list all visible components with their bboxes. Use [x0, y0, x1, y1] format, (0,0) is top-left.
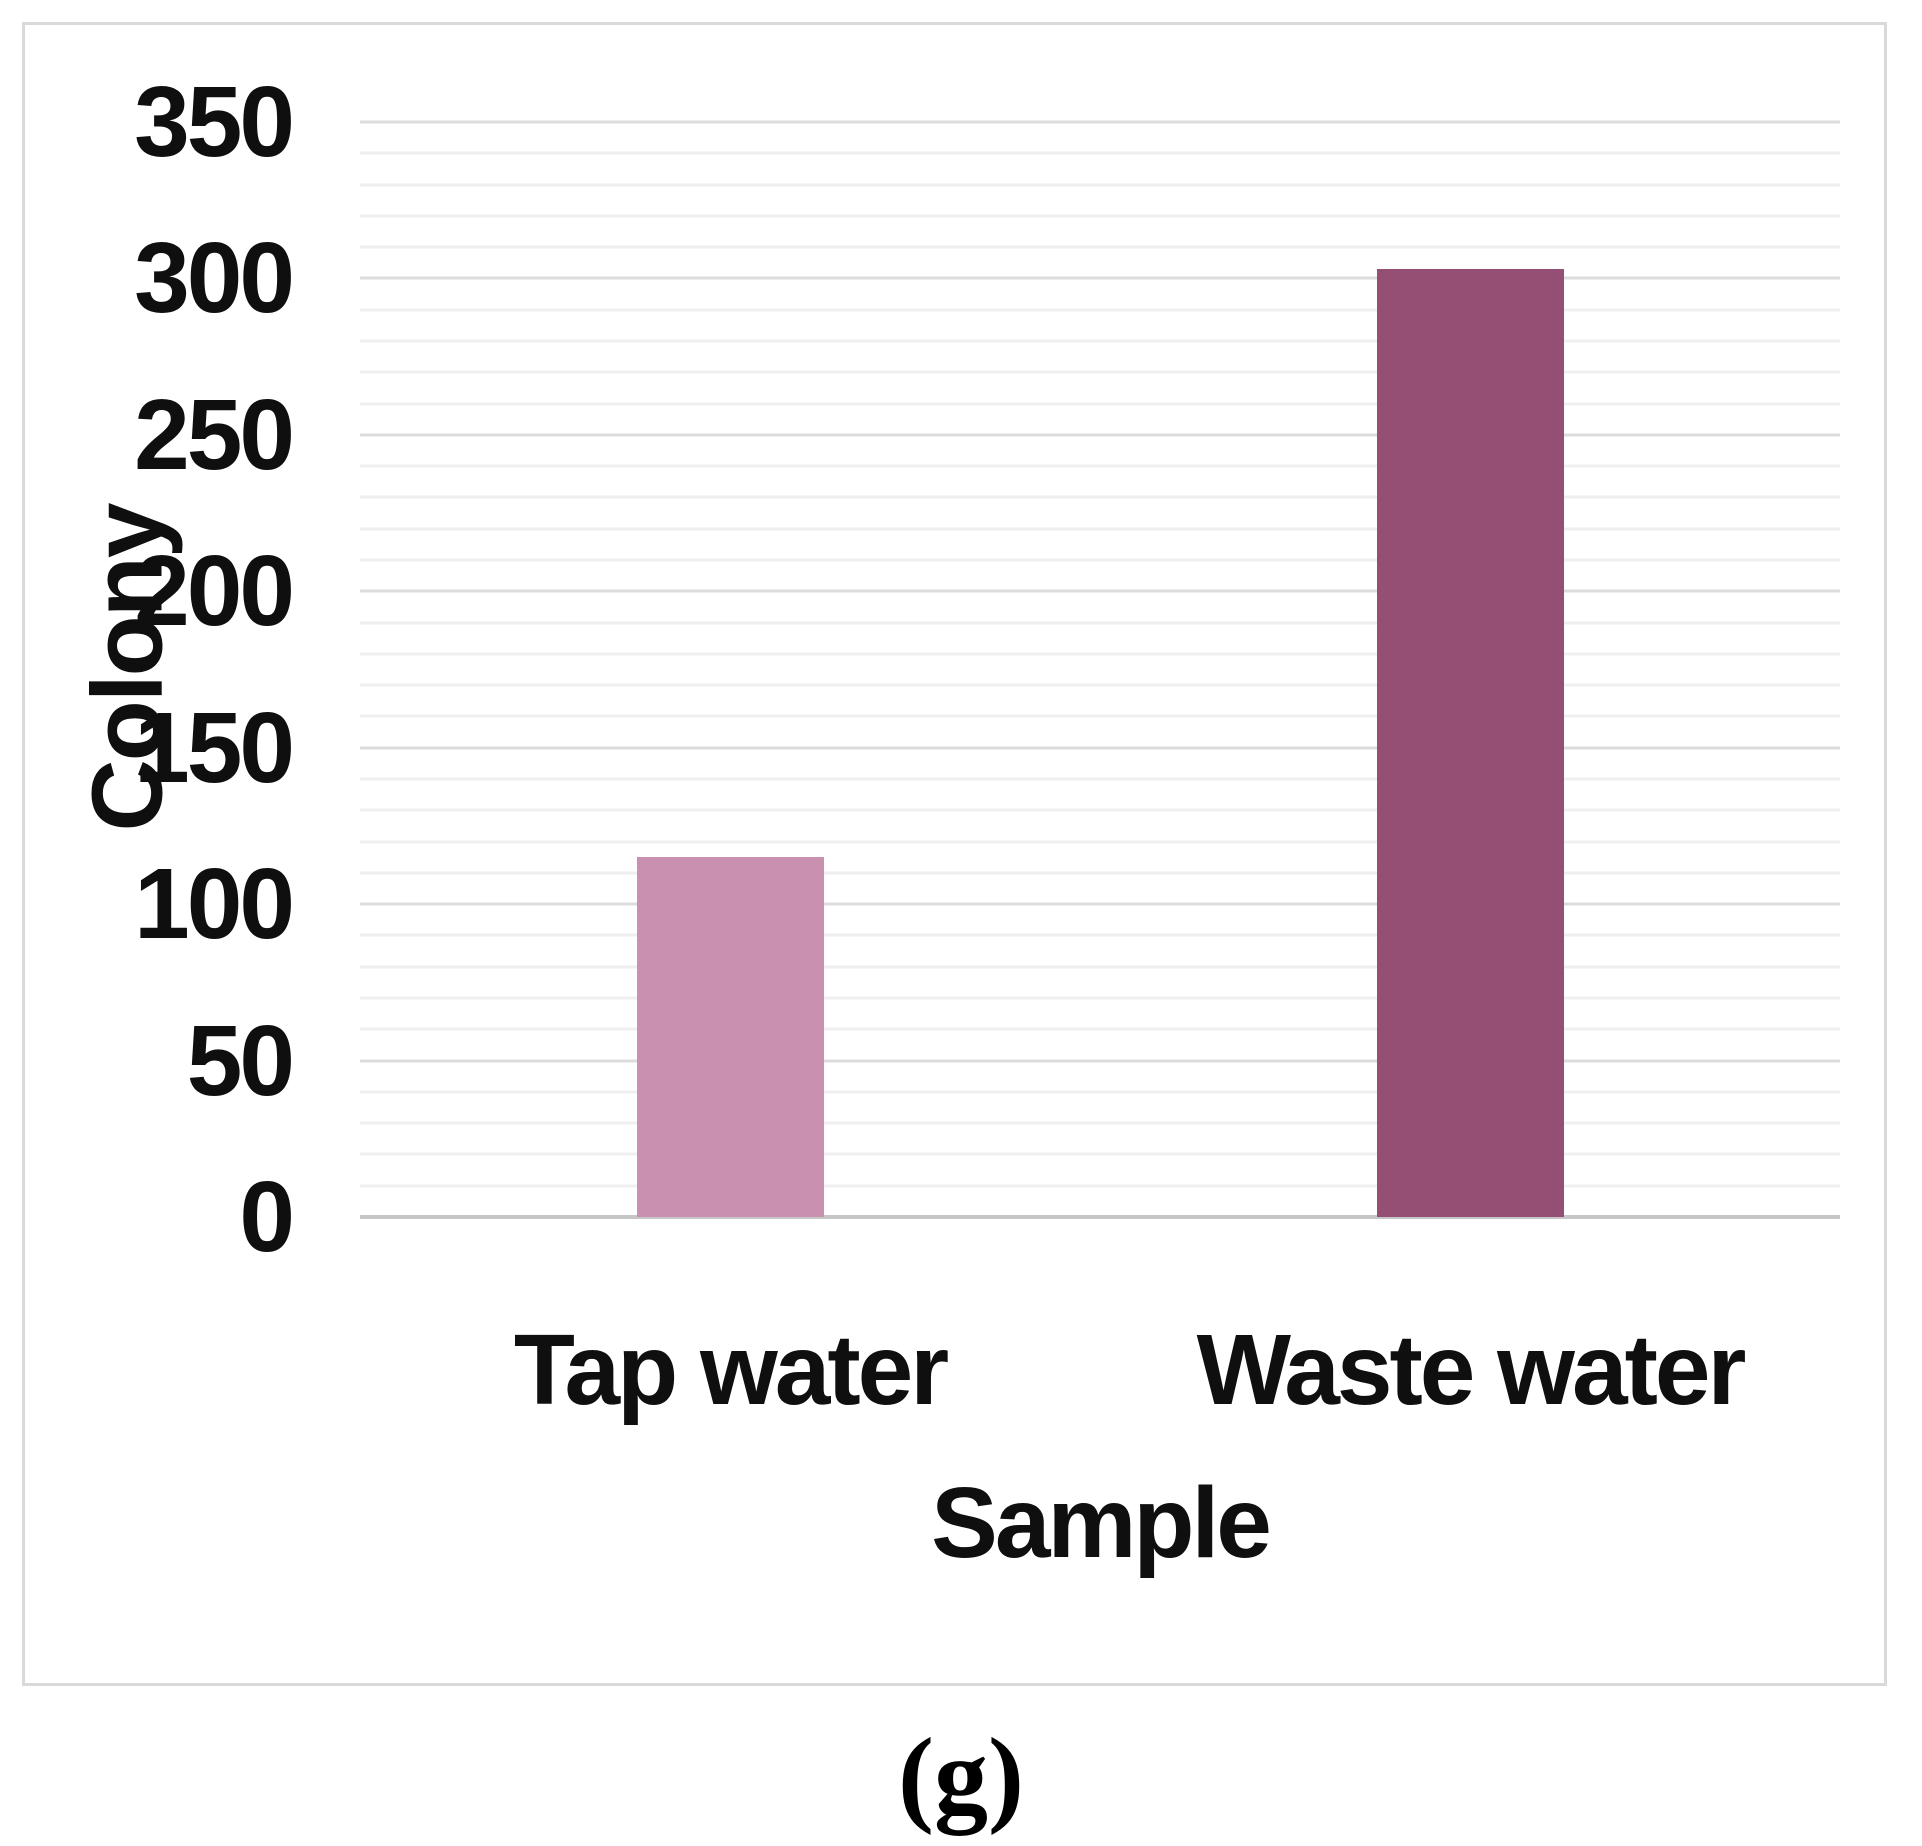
bar-tap-water: [636, 857, 824, 1217]
x-category-label: Waste water: [1196, 1314, 1747, 1426]
gridline-260: [360, 402, 1840, 406]
gridline-280: [360, 339, 1840, 343]
y-tick-label-300: 300: [134, 222, 295, 335]
gridline-240: [360, 464, 1840, 468]
gridline-50: [360, 1059, 1840, 1063]
bar-waste-water: [1376, 269, 1564, 1217]
gridline-20: [360, 1152, 1840, 1156]
gridline-230: [360, 495, 1840, 499]
gridline-130: [360, 808, 1840, 812]
x-axis-category-labels: Tap water Waste water: [360, 1315, 1840, 1435]
gridline-330: [360, 183, 1840, 187]
gridline-160: [360, 714, 1840, 718]
y-axis-tick-labels: 0 50 100 150 200 250 300 350: [40, 72, 295, 1267]
x-axis-title: Sample: [931, 1467, 1272, 1579]
gridline-350: [360, 120, 1840, 124]
gridline-200: [360, 589, 1840, 593]
gridline-290: [360, 308, 1840, 312]
gridline-100: [360, 902, 1840, 906]
gridline-30: [360, 1121, 1840, 1125]
gridline-0: [360, 1215, 1840, 1219]
gridline-90: [360, 933, 1840, 937]
gridline-60: [360, 1027, 1840, 1031]
gridline-270: [360, 370, 1840, 374]
gridline-340: [360, 151, 1840, 155]
gridline-310: [360, 245, 1840, 249]
gridline-70: [360, 996, 1840, 1000]
y-tick-label-50: 50: [186, 1004, 295, 1117]
gridline-180: [360, 652, 1840, 656]
gridline-170: [360, 683, 1840, 687]
gridline-250: [360, 433, 1840, 437]
chart-panel: [22, 22, 1887, 1686]
y-tick-label-250: 250: [134, 378, 295, 491]
gridline-210: [360, 558, 1840, 562]
plot-area: [360, 120, 1840, 1219]
y-tick-label-350: 350: [134, 66, 295, 178]
gridline-120: [360, 840, 1840, 844]
y-tick-label-150: 150: [134, 691, 295, 804]
gridline-80: [360, 965, 1840, 969]
gridline-220: [360, 527, 1840, 531]
gridline-110: [360, 871, 1840, 875]
gridline-300: [360, 276, 1840, 280]
y-tick-label-0: 0: [239, 1161, 295, 1273]
gridline-140: [360, 777, 1840, 781]
y-tick-label-200: 200: [134, 535, 295, 648]
gridline-10: [360, 1184, 1840, 1188]
y-tick-label-100: 100: [134, 848, 295, 961]
gridline-40: [360, 1090, 1840, 1094]
gridline-320: [360, 214, 1840, 218]
figure-caption: (g): [898, 1717, 1024, 1836]
gridline-150: [360, 746, 1840, 750]
gridline-190: [360, 621, 1840, 625]
x-category-label: Tap water: [513, 1314, 949, 1426]
